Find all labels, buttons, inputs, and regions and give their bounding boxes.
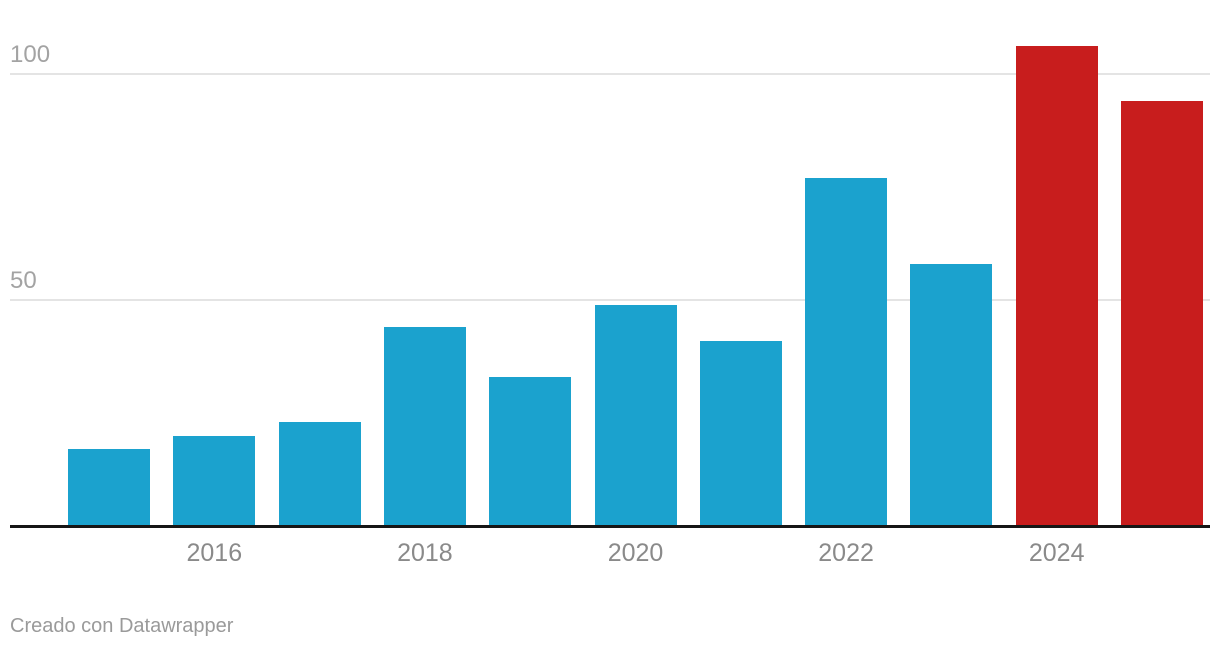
x-axis-label-2022: 2022 [818, 539, 874, 567]
bar-2019 [489, 377, 572, 527]
bar-2015 [68, 449, 150, 527]
bar-2023 [910, 263, 993, 527]
x-axis-label-2020: 2020 [607, 539, 664, 567]
bar-2018 [383, 327, 466, 527]
bar-2021 [699, 340, 782, 527]
bar-2020 [594, 304, 677, 527]
bar-2022 [805, 177, 888, 527]
y-axis-label-50: 50 [10, 267, 37, 294]
bar-2017 [278, 422, 361, 527]
x-axis-line [10, 525, 1210, 528]
bar-2024 [1015, 46, 1098, 527]
bar-2025 [1121, 100, 1203, 527]
y-axis-label-100: 100 [10, 40, 51, 68]
gridline-50 [10, 299, 1210, 301]
bar-2016 [173, 435, 256, 527]
gridline-100 [10, 72, 1210, 75]
datawrapper-attribution-link[interactable]: Creado con Datawrapper [10, 615, 234, 637]
x-axis-label-2024: 2024 [1028, 539, 1085, 567]
x-axis-label-2018: 2018 [397, 539, 453, 567]
chart-footer: Creado con Datawrapper [10, 614, 233, 638]
x-axis-label-2016: 2016 [186, 539, 243, 567]
